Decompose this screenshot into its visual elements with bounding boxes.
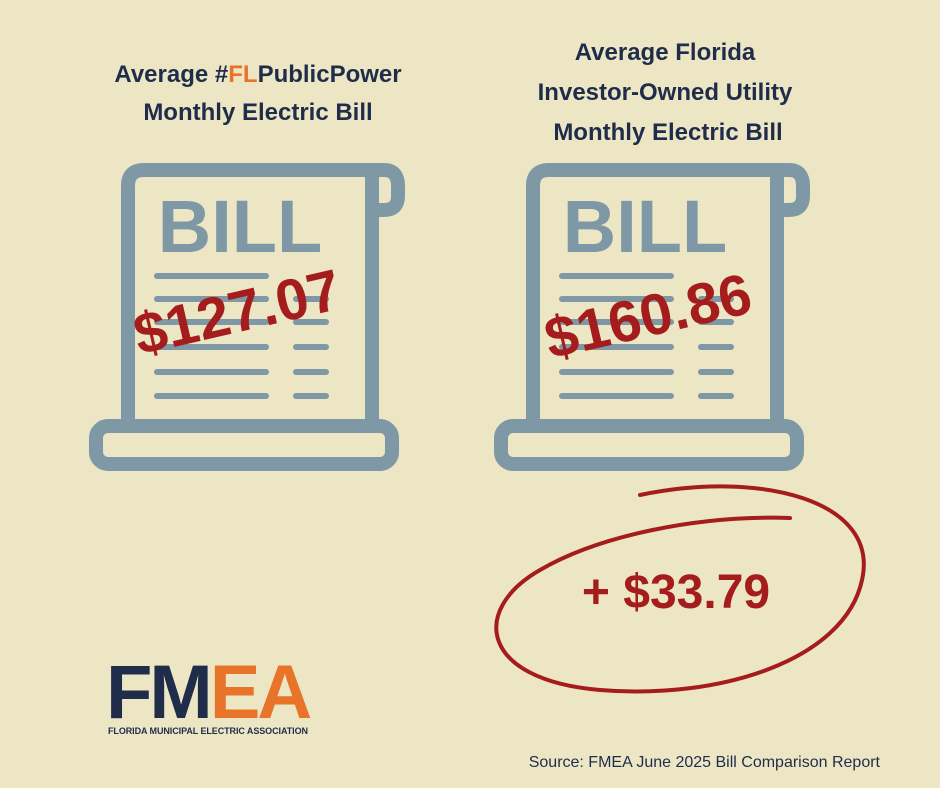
bill-icon: BILL — [494, 163, 810, 471]
left-title-line: Monthly Electric Bill — [143, 99, 372, 126]
bill-body — [121, 163, 405, 428]
left-title-line: Average #FLPublicPower — [114, 61, 401, 88]
bill-word: BILL — [158, 185, 322, 268]
logo-dark: FM — [106, 650, 210, 735]
logo-subtitle: FLORIDA MUNICIPAL ELECTRIC ASSOCIATION — [108, 726, 308, 736]
title-part: Average # — [114, 61, 228, 88]
bill-scroll — [89, 419, 399, 471]
difference: + $33.79 — [582, 566, 770, 619]
right-title-line: Investor-Owned Utility — [538, 79, 793, 106]
bill-icon: BILL — [89, 163, 405, 471]
circle-scribble — [494, 484, 866, 694]
bill-scroll — [494, 419, 804, 471]
bill-word: BILL — [563, 185, 727, 268]
right-title-line: Average Florida — [575, 39, 756, 66]
bill-body — [526, 163, 810, 428]
right-title-line: Monthly Electric Bill — [553, 119, 782, 146]
title-accent: FL — [228, 61, 257, 88]
logo-accent: EA — [210, 650, 311, 735]
logo: FMEA — [106, 650, 310, 735]
title-part: PublicPower — [258, 61, 402, 88]
source: Source: FMEA June 2025 Bill Comparison R… — [529, 754, 881, 771]
